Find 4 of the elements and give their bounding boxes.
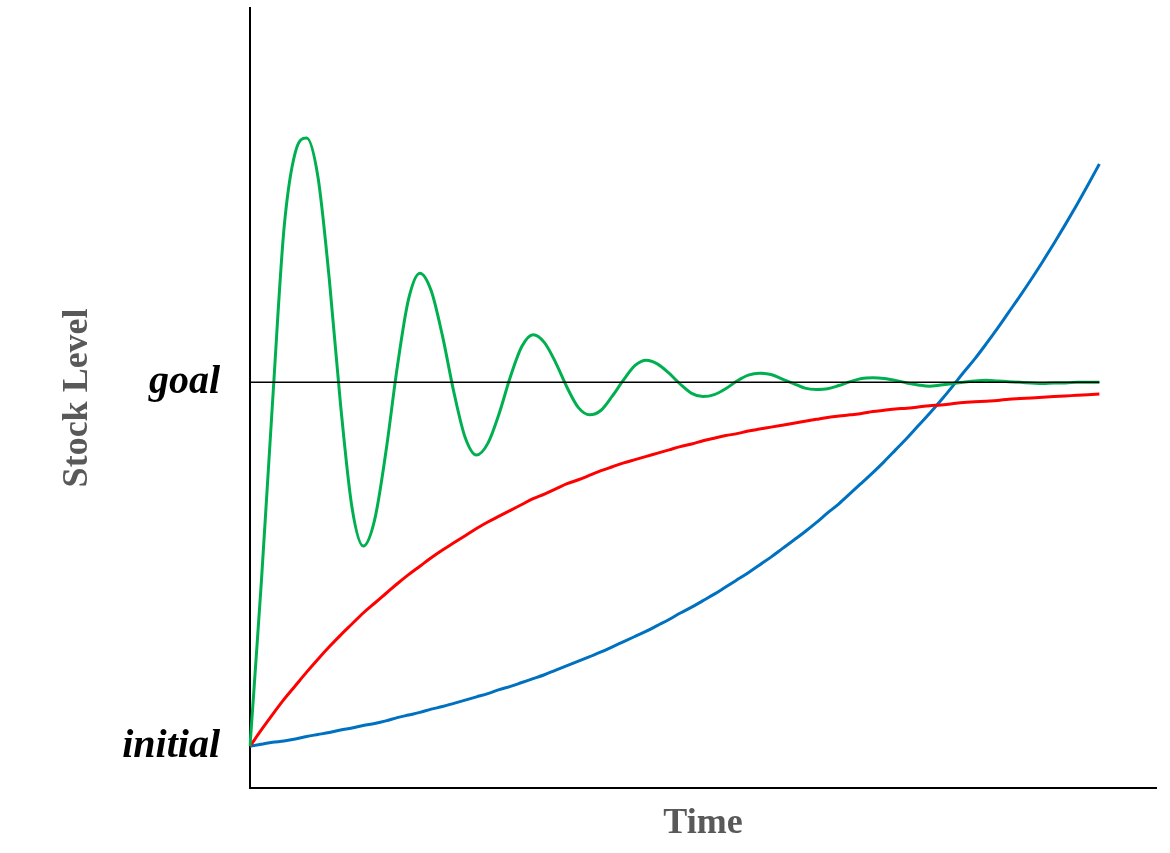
y-axis-title: Stock Level xyxy=(54,308,95,488)
x-axis-title: Time xyxy=(663,800,743,841)
text: initial xyxy=(122,720,221,766)
ref-line-label: goal xyxy=(147,356,221,402)
